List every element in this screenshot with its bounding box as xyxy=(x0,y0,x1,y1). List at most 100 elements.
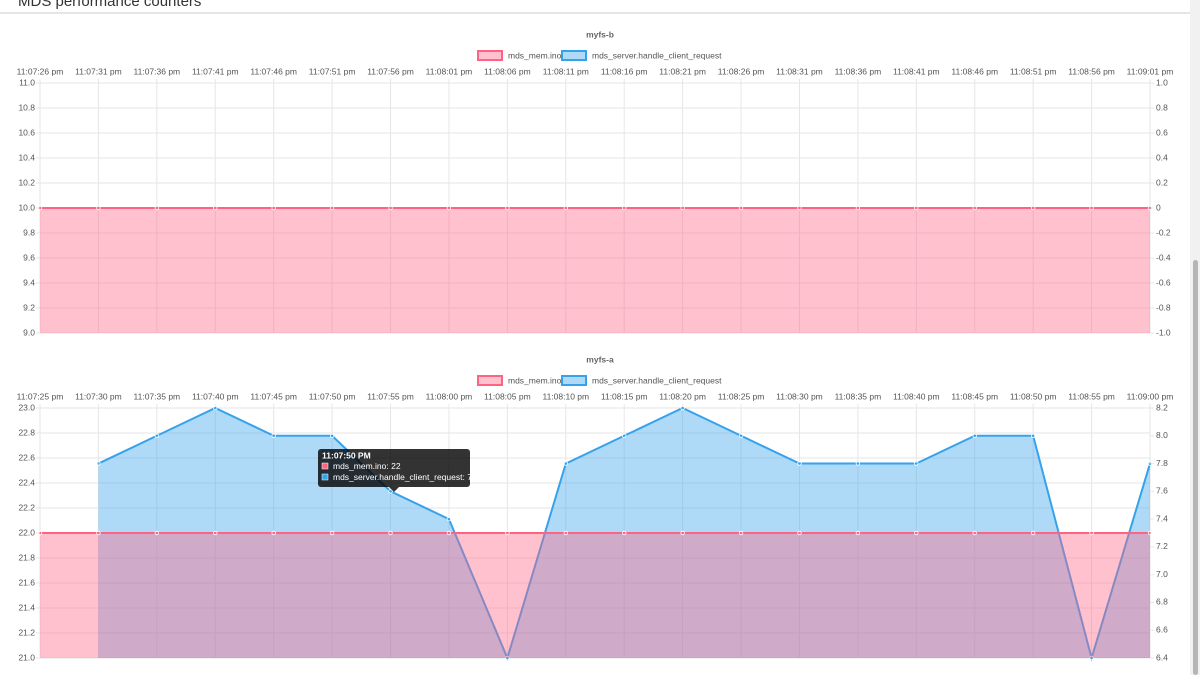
x-tick-label: 11:07:26 pm xyxy=(17,66,64,76)
x-tick-label: 11:07:40 pm xyxy=(192,391,239,401)
y-tick-label: 9.6 xyxy=(23,252,35,262)
data-point xyxy=(96,205,101,211)
x-tick-label: 11:07:41 pm xyxy=(192,66,239,76)
data-point xyxy=(738,205,744,211)
data-point xyxy=(96,461,101,466)
y2-tick-label: 0.8 xyxy=(1156,102,1168,112)
data-point xyxy=(563,205,568,211)
legend-label: mds_server.handle_client_request xyxy=(592,50,722,60)
x-tick-label: 11:08:50 pm xyxy=(1010,391,1057,401)
data-point xyxy=(914,461,919,466)
x-tick-label: 11:09:00 pm xyxy=(1127,391,1174,401)
y2-tick-label: -0.8 xyxy=(1156,302,1171,312)
data-point xyxy=(154,433,160,438)
data-point xyxy=(446,530,452,536)
y-tick-label: 10.6 xyxy=(18,127,35,137)
data-point xyxy=(797,205,802,211)
data-point xyxy=(972,433,977,438)
data-point xyxy=(738,433,744,438)
y2-tick-label: -0.4 xyxy=(1156,252,1171,262)
y2-tick-label: 7.6 xyxy=(1156,486,1168,496)
data-point xyxy=(154,205,160,211)
x-tick-label: 11:07:25 pm xyxy=(17,391,64,401)
legend-label: mds_mem.ino xyxy=(508,50,562,60)
data-point xyxy=(505,205,510,211)
data-point xyxy=(622,205,627,211)
data-point xyxy=(1089,530,1094,536)
data-point xyxy=(1030,205,1036,211)
legend-swatch xyxy=(561,375,587,386)
y-tick-label: 22.4 xyxy=(18,477,35,487)
series-line xyxy=(97,406,1151,662)
tooltip-swatch xyxy=(321,473,329,481)
y2-tick-label: 7.8 xyxy=(1156,458,1168,468)
y-tick-label: 23.0 xyxy=(18,402,35,412)
x-tick-label: 11:08:01 pm xyxy=(426,66,473,76)
data-point xyxy=(329,530,335,536)
data-point xyxy=(213,405,218,411)
data-point xyxy=(797,530,802,536)
y-tick-label: 21.6 xyxy=(18,577,35,587)
x-tick-label: 11:08:55 pm xyxy=(1068,391,1115,401)
x-tick-label: 11:07:30 pm xyxy=(75,391,122,401)
y-tick-label: 21.2 xyxy=(18,627,35,637)
data-point xyxy=(388,205,393,211)
data-point xyxy=(446,516,452,522)
tooltip-line: mds_mem.ino: 22 xyxy=(333,461,401,471)
chart-title: myfs-b xyxy=(586,29,614,39)
y-tick-label: 10.2 xyxy=(18,177,35,187)
x-tick-label: 11:08:41 pm xyxy=(893,66,940,76)
data-point xyxy=(855,530,861,536)
data-point xyxy=(1089,205,1094,211)
data-point xyxy=(855,205,861,211)
data-point xyxy=(388,530,393,536)
data-point xyxy=(388,489,393,494)
x-tick-label: 11:08:25 pm xyxy=(718,391,765,401)
y2-tick-label: 7.2 xyxy=(1156,541,1168,551)
tooltip-box xyxy=(318,449,470,487)
x-tick-label: 11:08:05 pm xyxy=(484,391,531,401)
x-tick-label: 11:08:56 pm xyxy=(1068,66,1115,76)
data-point xyxy=(1147,530,1153,536)
legend-label: mds_server.handle_client_request xyxy=(592,375,722,385)
x-tick-label: 11:08:15 pm xyxy=(601,391,648,401)
data-point xyxy=(680,205,685,211)
data-point xyxy=(914,205,919,211)
y-tick-label: 22.2 xyxy=(18,502,35,512)
x-tick-label: 11:08:16 pm xyxy=(601,66,648,76)
chart-title: myfs-a xyxy=(586,354,614,364)
x-tick-label: 11:08:06 pm xyxy=(484,66,531,76)
x-tick-label: 11:07:36 pm xyxy=(134,66,181,76)
data-point xyxy=(972,205,977,211)
x-tick-label: 11:08:20 pm xyxy=(659,391,706,401)
data-point xyxy=(505,530,510,536)
data-point xyxy=(213,205,218,211)
y2-tick-label: 6.4 xyxy=(1156,652,1168,662)
y-tick-label: 21.4 xyxy=(18,602,35,612)
data-point xyxy=(1147,205,1153,211)
y2-tick-label: 6.6 xyxy=(1156,624,1168,634)
x-tick-label: 11:08:35 pm xyxy=(835,391,882,401)
scrollbar-thumb[interactable] xyxy=(1193,260,1198,675)
x-tick-label: 11:09:01 pm xyxy=(1127,66,1174,76)
legend-swatch xyxy=(477,50,503,61)
x-tick-label: 11:08:11 pm xyxy=(543,66,589,76)
y-tick-label: 9.8 xyxy=(23,227,35,237)
legend-label: mds_mem.ino xyxy=(508,375,562,385)
x-tick-label: 11:07:56 pm xyxy=(367,66,414,76)
x-tick-label: 11:08:51 pm xyxy=(1010,66,1057,76)
y2-tick-label: 1.0 xyxy=(1156,77,1168,87)
panel-title: MDS performance counters xyxy=(18,0,201,10)
legend-swatch xyxy=(561,50,587,61)
data-point xyxy=(622,530,627,536)
x-tick-label: 11:08:46 pm xyxy=(951,66,998,76)
x-tick-label: 11:07:50 pm xyxy=(309,391,356,401)
y-tick-label: 21.8 xyxy=(18,552,35,562)
y-tick-label: 11.0 xyxy=(19,77,35,87)
data-point xyxy=(271,433,276,438)
y2-tick-label: 0.4 xyxy=(1156,152,1168,162)
legend-swatch xyxy=(477,375,503,386)
x-tick-label: 11:07:46 pm xyxy=(250,66,297,76)
